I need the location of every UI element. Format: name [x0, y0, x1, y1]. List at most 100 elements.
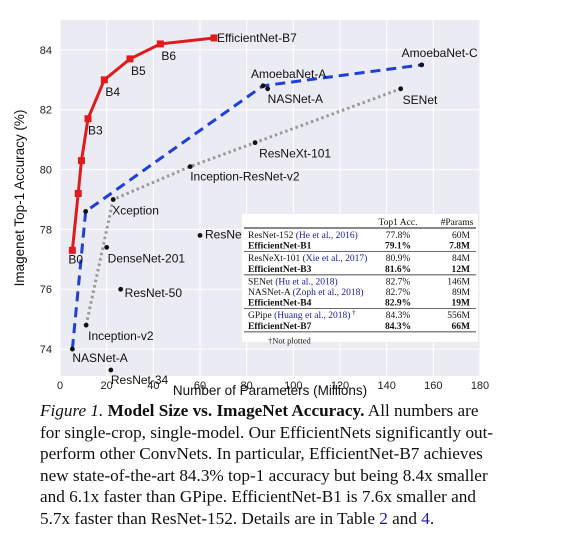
table-model-name: ResNeXt-101	[248, 254, 300, 264]
model-point	[118, 286, 124, 292]
table-model-name: EfficientNet-B4	[248, 299, 312, 309]
table-params-value: 556M	[447, 311, 470, 321]
table-row-model: GPipe (Huang et al., 2018) †	[248, 309, 356, 321]
table-acc-value: 82.7%	[386, 277, 411, 287]
efficientnet-point	[210, 34, 218, 42]
grid-lines	[59, 20, 481, 376]
model-point	[419, 62, 425, 68]
model-point	[83, 322, 89, 328]
caption-line-6: 5.7x faster than ResNet-152. Details are…	[40, 508, 530, 530]
point-label: ResNet-34	[111, 373, 169, 387]
table-acc-value: 84.3%	[386, 311, 411, 321]
table-params-value: 19M	[452, 299, 471, 309]
caption-title: Model Size vs. ImageNet Accuracy.	[107, 401, 365, 420]
point-label: Xception	[112, 203, 159, 217]
y-tick-label: 80	[40, 165, 52, 177]
caption-text-6a: 5.7x faster than ResNet-152. Details are…	[40, 508, 375, 528]
caption-text-1: All numbers are	[367, 401, 479, 420]
point-label: DenseNet-201	[108, 251, 186, 265]
caption-line-2: for single-crop, single-model. Our Effic…	[40, 422, 494, 442]
point-label: AmoebaNet-A	[251, 67, 326, 81]
table-params-value: 60M	[452, 231, 471, 241]
y-tick-label: 84	[40, 45, 52, 57]
table-model-name: GPipe	[248, 311, 272, 321]
table-header-acc: Top1 Acc.	[379, 218, 418, 228]
point-label: AmoebaNet-C	[402, 46, 478, 60]
model-point	[108, 367, 114, 373]
model-point	[265, 86, 271, 92]
table-model-name: EfficientNet-B1	[248, 242, 312, 252]
point-label: NASNet-A	[72, 351, 127, 365]
point-label: NASNet-A	[268, 92, 323, 106]
point-label: B5	[131, 64, 146, 78]
model-point	[110, 197, 116, 202]
efficientnet-point	[77, 157, 85, 165]
y-axis-label: Imagenet Top-1 Accuracy (%)	[12, 110, 27, 287]
table-row-model: ResNet-152 (He et al., 2016)	[248, 230, 358, 241]
table-row-model: ResNeXt-101 (Xie et al., 2017)	[248, 253, 367, 264]
point-label: ResNeXt-101	[259, 147, 331, 161]
table-row-model: SENet (Hu et al., 2018)	[248, 276, 338, 287]
model-point	[187, 164, 193, 169]
point-label: Inception-v2	[88, 329, 154, 343]
table-acc-value: 82.7%	[386, 288, 411, 298]
x-tick-label: 140	[377, 380, 395, 392]
point-label: SENet	[403, 93, 438, 107]
table-acc-value: 84.3%	[385, 322, 411, 332]
table-params-value: 84M	[452, 254, 471, 264]
table-ref-link[interactable]: 2	[379, 508, 388, 528]
table-model-name: SENet	[248, 277, 273, 287]
table-citation: (He et al., 2016)	[293, 230, 357, 241]
y-tick-label: 76	[40, 284, 52, 296]
table-acc-value: 81.6%	[385, 265, 411, 275]
x-tick-label: 160	[424, 380, 442, 392]
efficientnet-point	[84, 115, 92, 123]
table-citation: (Xie et al., 2017)	[300, 253, 367, 264]
point-label: B6	[161, 49, 176, 63]
x-tick-label: 60	[194, 380, 206, 392]
table-model-name: EfficientNet-B3	[248, 265, 312, 275]
x-tick-label: 80	[241, 380, 253, 392]
caption-line-1: Figure 1. Model Size vs. ImageNet Accura…	[40, 400, 530, 422]
point-label: EfficientNet-B7	[217, 31, 297, 45]
point-label: ResNet-50	[125, 286, 183, 300]
caption-line-4: new state-of-the-art 84.3% top-1 accurac…	[40, 465, 488, 485]
caption-text-6b: and	[392, 508, 417, 528]
table-model-name: ResNet-152	[248, 231, 294, 241]
accuracy-vs-params-chart: 0 20 40 60 80 100 120 140 160 180 74 76 78 80 82 84 B0 B…	[12, 20, 489, 398]
table-params-value: 146M	[447, 277, 470, 287]
table-footnote: †Not plotted	[268, 335, 311, 345]
model-point	[69, 346, 75, 352]
table-ref-link[interactable]: 4	[421, 508, 430, 528]
x-tick-label: 0	[57, 380, 63, 392]
figure-caption: Figure 1. Model Size vs. ImageNet Accura…	[40, 400, 530, 530]
caption-line-5: and 6.1x faster than GPipe. EfficientNet…	[40, 487, 476, 507]
table-acc-value: 82.9%	[385, 299, 411, 309]
model-point	[252, 140, 258, 146]
caption-text-6c: .	[429, 508, 435, 528]
x-tick-label: 120	[331, 380, 349, 392]
table-citation: (Huang et al., 2018)	[272, 310, 351, 321]
comparison-table: Top1 Acc. #Params ResNet-152 (He et al., 2…	[242, 214, 478, 345]
table-model-name: EfficientNet-B7	[248, 322, 312, 332]
series-lines	[70, 36, 422, 350]
table-row-model: EfficientNet-B7	[248, 322, 312, 332]
point-label: B4	[105, 85, 120, 99]
table-params-value: 12M	[452, 265, 471, 275]
y-tick-label: 74	[40, 344, 52, 356]
point-label: B3	[88, 124, 103, 138]
x-axis-label: Number of Parameters (Millions)	[173, 383, 367, 398]
amoebanet-series-line	[70, 63, 422, 350]
table-row-model: EfficientNet-B1	[248, 242, 312, 252]
table-acc-value: 80.9%	[386, 254, 411, 264]
y-tick-label: 78	[40, 224, 52, 236]
model-point	[398, 86, 404, 92]
model-point	[83, 209, 89, 214]
table-row-model: NASNet-A (Zoph et al., 2018)	[248, 287, 364, 298]
model-point	[260, 83, 266, 89]
table-params-value: 66M	[452, 322, 471, 332]
table-acc-value: 77.8%	[386, 231, 411, 241]
y-tick-label: 82	[40, 105, 52, 117]
efficientnet-point	[100, 76, 108, 84]
table-acc-value: 79.1%	[385, 242, 411, 252]
